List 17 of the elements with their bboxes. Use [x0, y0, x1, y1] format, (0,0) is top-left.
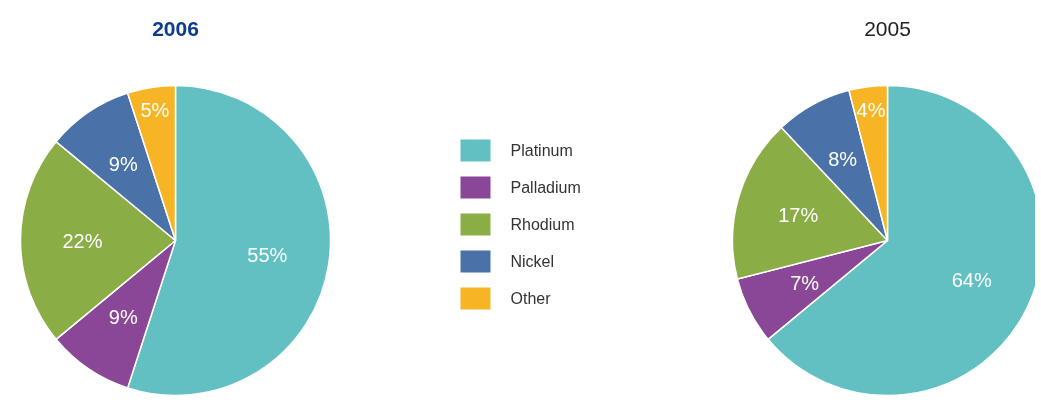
- legend-label: Other: [510, 290, 552, 307]
- data-label: 55%: [247, 244, 288, 267]
- data-label: 8%: [828, 148, 858, 170]
- data-label: 9%: [108, 152, 138, 175]
- legend-label: Nickel: [510, 253, 555, 270]
- chart-title: 2005: [864, 16, 911, 40]
- data-label: 4%: [856, 98, 886, 121]
- data-label: 9%: [108, 306, 138, 329]
- legend-label: Platinum: [510, 142, 573, 159]
- data-label: 7%: [790, 271, 820, 294]
- data-label: 17%: [778, 203, 819, 226]
- data-label: 22%: [62, 229, 103, 252]
- chart-title: 2006: [152, 16, 199, 40]
- legend-label: Rhodium: [510, 216, 575, 233]
- data-label: 64%: [951, 269, 992, 292]
- legend-label: Palladium: [510, 179, 581, 196]
- data-label: 5%: [140, 99, 170, 122]
